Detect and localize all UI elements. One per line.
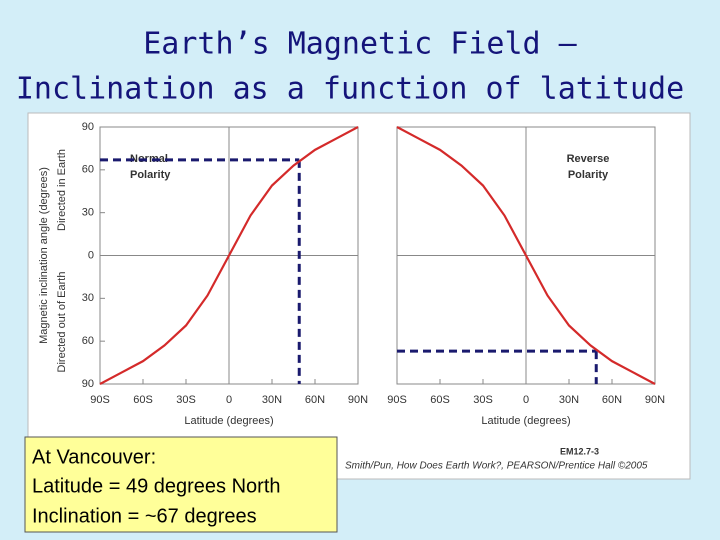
- x-tick-label: 60N: [305, 394, 325, 406]
- slide-title: Inclination as a function of latitude: [16, 72, 684, 107]
- x-tick-label: 60N: [602, 394, 622, 406]
- callout-text: Latitude = 49 degrees North: [32, 475, 281, 497]
- x-tick-label: 90N: [645, 394, 665, 406]
- figure-id: EM12.7-3: [560, 446, 599, 456]
- curve: [99, 126, 359, 385]
- callout-box: [24, 436, 338, 533]
- callout-text: At Vancouver:: [32, 446, 156, 468]
- x-tick-label: 30S: [473, 394, 493, 406]
- y-tick-label: 30: [82, 292, 94, 304]
- y-tick-label: 60: [82, 335, 94, 347]
- x-tick-label: 30N: [262, 394, 282, 406]
- callout-text: Inclination = ~67 degrees: [32, 505, 257, 527]
- y-tick-label: 30: [82, 207, 94, 219]
- x-axis-title: Latitude (degrees): [184, 415, 273, 427]
- x-tick-label: 90N: [348, 394, 368, 406]
- y-tick-label: 90: [82, 378, 94, 390]
- x-tick-label: 0: [226, 394, 232, 406]
- x-axis-title: Latitude (degrees): [481, 415, 570, 427]
- curve: [396, 126, 656, 385]
- charts: 90S 60S 30S 0 30N 60N 90N 90 60 30 0 30 60 90 Latitude…: [38, 121, 665, 427]
- credit: Smith/Pun, How Does Earth Work?, PEARSON…: [345, 461, 648, 472]
- panel-label: Normal: [130, 153, 168, 165]
- y-tick-label: 0: [88, 249, 94, 261]
- panel-label: Reverse: [567, 153, 610, 165]
- x-tick-label: 60S: [133, 394, 153, 406]
- x-tick-label: 0: [523, 394, 529, 406]
- y-axis-subtitle: Directed out of Earth: [56, 272, 68, 373]
- y-axis-subtitle: Directed in Earth: [56, 149, 68, 231]
- figure-background: [27, 112, 691, 480]
- y-axis-title: Magnetic inclination angle (degrees): [38, 167, 50, 344]
- x-tick-label: 30S: [176, 394, 196, 406]
- x-tick-label: 60S: [430, 394, 450, 406]
- x-tick-label: 90S: [387, 394, 407, 406]
- x-tick-label: 30N: [559, 394, 579, 406]
- y-tick-label: 90: [82, 121, 94, 133]
- panel-label: Polarity: [568, 169, 609, 181]
- x-tick-label: 90S: [90, 394, 110, 406]
- panel-label: Polarity: [130, 169, 171, 181]
- y-tick-label: 60: [82, 164, 94, 176]
- slide-title: Earth’s Magnetic Field –: [143, 27, 577, 62]
